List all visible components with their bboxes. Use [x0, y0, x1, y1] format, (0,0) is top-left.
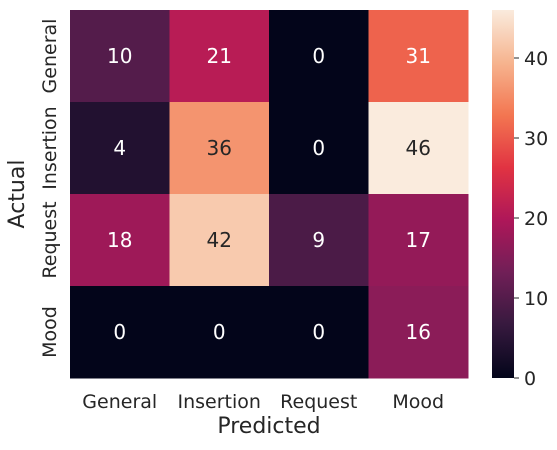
colorbar-tick-label: 30: [524, 128, 548, 150]
heatmap-cell: [269, 102, 369, 195]
cell-value-label: 4: [113, 136, 126, 160]
cell-value-label: 46: [406, 136, 431, 160]
colorbar-tick-label: 10: [524, 288, 548, 310]
colorbar-tick-label: 0: [524, 368, 536, 390]
y-tick-label: General: [39, 19, 61, 94]
cell-value-label: 17: [406, 228, 431, 252]
heatmap-cell: [368, 194, 469, 287]
colorbar-tick-label: 40: [524, 48, 548, 70]
heatmap-cell: [169, 286, 270, 379]
cell-value-label: 10: [107, 44, 132, 68]
cell-value-label: 16: [406, 320, 431, 344]
y-tick-label: Insertion: [39, 106, 61, 189]
heatmap-cell: [368, 10, 469, 103]
y-tick-label: Request: [39, 201, 61, 278]
heatmap-cell: [368, 286, 469, 379]
cell-value-label: 0: [312, 44, 325, 68]
heatmap-cell: [269, 194, 369, 287]
x-tick-label: Request: [280, 391, 357, 413]
heatmap-cell: [368, 102, 469, 195]
cell-value-label: 0: [312, 320, 325, 344]
y-tick-labels: General Insertion Request Mood: [39, 19, 61, 358]
cell-value-label: 21: [207, 44, 232, 68]
colorbar: [492, 10, 514, 378]
heatmap-cell: [70, 194, 170, 287]
cell-value-label: 36: [207, 136, 232, 160]
cell-value-label: 0: [113, 320, 126, 344]
cell-value-label: 0: [213, 320, 226, 344]
heatmap-cell: [269, 286, 369, 379]
heatmap-cell: [169, 194, 270, 287]
y-axis-label: Actual: [5, 160, 30, 229]
colorbar-tick-label: 20: [524, 208, 548, 230]
heatmap-cells: 10 21 0 31 4 36 0 46 18 42 9 17 0 0 0 16: [70, 10, 469, 379]
heatmap-cell: [169, 102, 270, 195]
x-tick-label: Insertion: [178, 391, 261, 413]
heatmap-cell: [70, 286, 170, 379]
y-tick-label: Mood: [39, 306, 61, 358]
cell-value-label: 31: [406, 44, 431, 68]
heatmap-cell: [70, 102, 170, 195]
x-axis-label: Predicted: [217, 414, 320, 439]
x-tick-label: Mood: [392, 391, 444, 413]
cell-value-label: 18: [107, 228, 132, 252]
colorbar-ticks: 0 10 20 30 40: [514, 48, 548, 390]
cell-value-label: 0: [312, 136, 325, 160]
heatmap-cell: [169, 10, 270, 103]
heatmap-cell: [70, 10, 170, 103]
x-tick-label: General: [82, 391, 157, 413]
cell-value-label: 42: [207, 228, 232, 252]
heatmap-cell: [269, 10, 369, 103]
x-tick-labels: General Insertion Request Mood: [82, 391, 444, 413]
cell-value-label: 9: [312, 228, 325, 252]
